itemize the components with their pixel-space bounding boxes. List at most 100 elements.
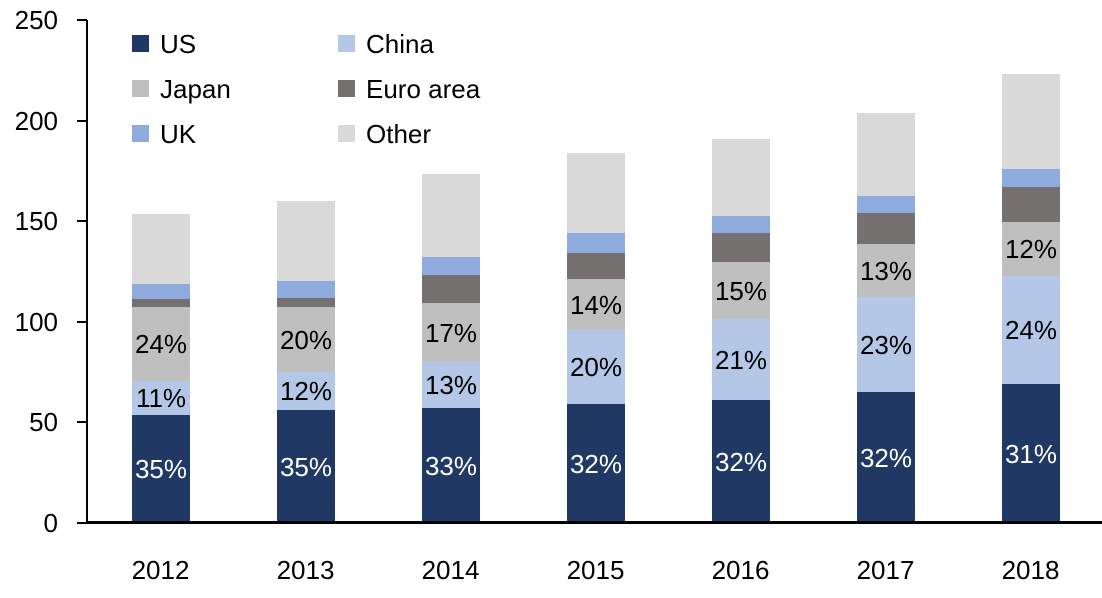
legend-label-euro-area: Euro area: [366, 73, 481, 104]
segment-label-japan-2013: 20%: [279, 324, 333, 355]
legend-label-uk: UK: [160, 118, 197, 149]
segment-label-japan-2017: 13%: [859, 255, 913, 286]
y-tick-label-250: 250: [14, 5, 58, 35]
y-tick-label-150: 150: [14, 206, 58, 237]
legend-item-other: Other: [338, 111, 480, 156]
segment-label-china-2017: 23%: [859, 329, 913, 360]
bar-segment-us-2016: 32%: [712, 400, 770, 523]
bar-segment-uk-2014: [422, 257, 480, 275]
segment-label-china-2016: 21%: [714, 344, 768, 375]
bar-segment-other-2014: [422, 174, 480, 257]
legend-item-euro-area: Euro area: [338, 66, 480, 111]
bar-segment-china-2014: 13%: [422, 362, 480, 408]
bar-segment-us-2012: 35%: [132, 415, 190, 523]
legend-swatch-euro-area-icon: [338, 80, 355, 97]
x-label-2015: 2015: [566, 555, 625, 585]
y-tick-200: [77, 119, 87, 122]
bar-segment-china-2015: 20%: [567, 330, 625, 404]
bar-segment-other-2015: [567, 153, 625, 233]
segment-label-us-2012: 35%: [134, 454, 188, 484]
bar-segment-euro-area-2016: [712, 233, 770, 262]
bar-segment-china-2012: 11%: [132, 381, 190, 415]
legend-swatch-china-icon: [338, 35, 355, 52]
legend-swatch-us-icon: [132, 35, 149, 52]
segment-label-us-2017: 32%: [859, 442, 913, 473]
y-tick-50: [77, 421, 87, 424]
segment-label-china-2018: 24%: [1004, 315, 1058, 345]
bar-segment-china-2017: 23%: [857, 297, 915, 392]
segment-label-us-2013: 35%: [279, 451, 333, 482]
bar-segment-japan-2013: 20%: [277, 307, 335, 372]
segment-label-china-2012: 11%: [135, 383, 187, 413]
x-label-2017: 2017: [856, 555, 915, 585]
y-tick-100: [77, 320, 87, 323]
bar-segment-japan-2014: 17%: [422, 303, 480, 362]
y-tick-label-50: 50: [29, 407, 58, 438]
bar-segment-us-2015: 32%: [567, 404, 625, 523]
bar-segment-china-2013: 12%: [277, 372, 335, 410]
x-label-2016: 2016: [711, 555, 770, 585]
y-tick-label-100: 100: [14, 306, 58, 337]
bar-segment-us-2013: 35%: [277, 410, 335, 523]
legend-swatch-uk-icon: [132, 125, 149, 142]
bar-segment-other-2013: [277, 201, 335, 281]
legend-item-uk: UK: [132, 111, 338, 156]
segment-label-japan-2016: 15%: [714, 275, 768, 306]
bar-segment-japan-2012: 24%: [132, 307, 190, 381]
bar-segment-euro-area-2014: [422, 275, 480, 303]
bar-segment-us-2018: 31%: [1002, 384, 1060, 523]
y-tick-0: [77, 522, 87, 524]
bar-segment-china-2018: 24%: [1002, 276, 1060, 384]
legend-swatch-other-icon: [338, 125, 355, 142]
bar-segment-japan-2017: 13%: [857, 244, 915, 297]
bar-segment-other-2017: [857, 113, 915, 196]
bar-segment-other-2016: [712, 139, 770, 216]
segment-label-china-2013: 12%: [279, 376, 333, 406]
x-label-2014: 2014: [421, 555, 480, 585]
bar-segment-uk-2015: [567, 233, 625, 253]
segment-label-japan-2012: 24%: [134, 329, 188, 359]
segment-label-us-2016: 32%: [714, 446, 768, 477]
segment-label-japan-2018: 12%: [1004, 234, 1058, 264]
y-tick-150: [77, 220, 87, 223]
x-label-2012: 2012: [131, 555, 190, 585]
bar-segment-uk-2018: [1002, 169, 1060, 187]
legend: US China Japan Euro area UK Other: [132, 21, 480, 156]
bar-segment-china-2016: 21%: [712, 319, 770, 400]
segment-label-china-2014: 13%: [424, 370, 478, 400]
y-axis-line: [86, 20, 88, 523]
bar-segment-japan-2015: 14%: [567, 279, 625, 330]
legend-label-japan: Japan: [160, 73, 231, 104]
segment-label-us-2018: 31%: [1004, 438, 1058, 469]
segment-label-japan-2014: 17%: [424, 317, 478, 348]
bar-segment-euro-area-2017: [857, 213, 915, 244]
x-label-2013: 2013: [276, 555, 335, 585]
bar-segment-euro-area-2015: [567, 253, 625, 279]
segment-label-us-2014: 33%: [424, 450, 478, 481]
bar-segment-japan-2018: 12%: [1002, 222, 1060, 276]
bar-segment-other-2018: [1002, 74, 1060, 169]
segment-label-china-2015: 20%: [569, 352, 623, 382]
bar-segment-uk-2012: [132, 284, 190, 299]
bar-segment-euro-area-2018: [1002, 187, 1060, 222]
legend-swatch-japan-icon: [132, 80, 149, 97]
legend-item-japan: Japan: [132, 66, 338, 111]
bar-segment-uk-2017: [857, 196, 915, 213]
x-label-2018: 2018: [1001, 555, 1060, 585]
bar-segment-us-2014: 33%: [422, 408, 480, 523]
segment-label-japan-2015: 14%: [569, 289, 623, 320]
bar-segment-japan-2016: 15%: [712, 262, 770, 319]
legend-label-us: US: [160, 28, 197, 59]
y-tick-label-0: 0: [43, 508, 58, 538]
legend-item-us: US: [132, 21, 338, 66]
legend-item-china: China: [338, 21, 480, 66]
bar-segment-uk-2016: [712, 216, 770, 233]
x-axis-line: [86, 521, 1102, 524]
legend-label-china: China: [366, 28, 434, 59]
bar-segment-other-2012: [132, 214, 190, 284]
segment-label-us-2015: 32%: [569, 448, 623, 479]
bar-segment-uk-2013: [277, 281, 335, 298]
bar-segment-us-2017: 32%: [857, 392, 915, 523]
bar-segment-euro-area-2013: [277, 298, 335, 307]
